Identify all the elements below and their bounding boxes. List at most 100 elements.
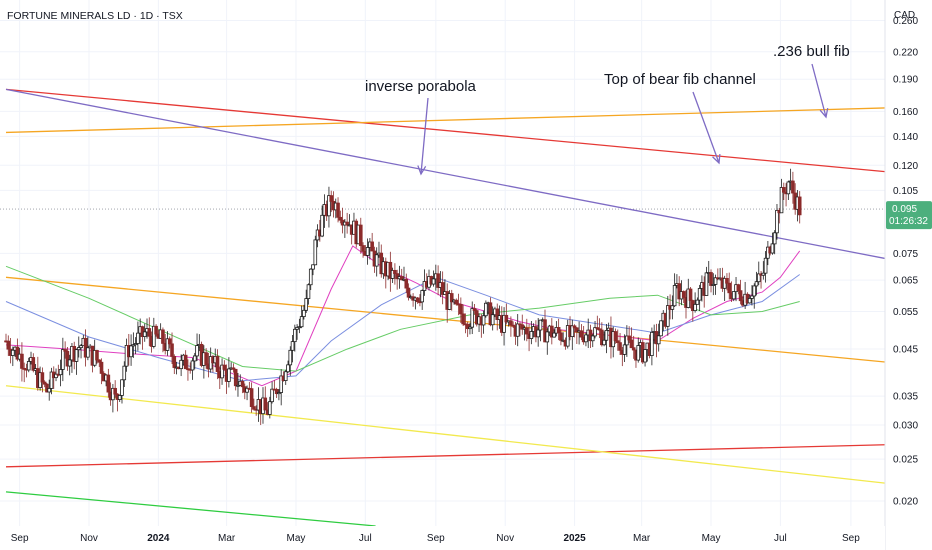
candle-body: [295, 326, 299, 330]
candle-body: [215, 355, 220, 372]
candle-body: [695, 299, 700, 305]
candle-body: [570, 325, 575, 338]
candle-body: [20, 353, 24, 369]
price-tick-label: 0.055: [893, 307, 918, 318]
candle-body: [461, 313, 465, 325]
candle-body: [636, 345, 641, 361]
candle-body: [775, 210, 779, 234]
yellow-line: [5, 385, 886, 484]
candle-body: [600, 329, 604, 346]
candle-body: [488, 302, 493, 326]
candle-body: [797, 196, 802, 216]
candle-body: [504, 314, 509, 323]
price-axis[interactable]: CAD 0.260 0.220 0.190 0.160 0.140 0.120 0.105 0…: [884, 0, 932, 550]
price-tick-label: 0.160: [893, 107, 918, 118]
candle-body: [465, 323, 470, 330]
candle-body: [74, 349, 79, 362]
time-tick-label: Jul: [774, 533, 787, 544]
annotation-inverse-parabola: inverse porabola: [365, 78, 477, 95]
candle-body: [525, 327, 529, 335]
price-tick-label: 0.190: [893, 75, 918, 86]
candle-body: [449, 293, 454, 303]
candle-body: [306, 284, 311, 299]
candle-body: [120, 379, 124, 396]
candle-body: [756, 273, 761, 283]
candle-body: [515, 323, 520, 337]
candle-body: [543, 319, 547, 343]
candle-body: [190, 360, 195, 371]
candle-body: [538, 319, 543, 331]
candle-body: [220, 364, 224, 379]
time-tick-label: 2024: [147, 533, 170, 544]
candle-body: [170, 343, 174, 357]
candle-body: [133, 343, 138, 346]
candle-body: [404, 278, 409, 289]
candle-body: [666, 305, 670, 327]
green-line: [5, 491, 376, 527]
chart-title: FORTUNE MINERALS LD · 1D · TSX: [7, 10, 183, 22]
candle-body: [390, 269, 395, 279]
time-tick-label: 2025: [563, 533, 586, 544]
candle-body: [472, 308, 477, 311]
last-price-label: 0.095: [892, 204, 917, 215]
candle-body: [736, 284, 741, 292]
candle-body: [459, 303, 463, 315]
candle-body: [618, 342, 622, 351]
currency-label: CAD: [894, 10, 915, 21]
candle-body: [643, 349, 647, 363]
purple-inverse-parabola: [5, 88, 886, 260]
candle-body: [249, 388, 254, 407]
candle-body: [593, 327, 597, 337]
candle-body: [233, 368, 238, 387]
candle-body: [711, 283, 716, 286]
candle-body: [302, 309, 306, 317]
candle-body: [481, 315, 486, 326]
candle-body: [345, 221, 349, 226]
price-tick-label: 0.220: [893, 47, 918, 58]
candle-body: [154, 325, 158, 335]
candle-body: [365, 247, 370, 256]
candle-body: [604, 329, 609, 341]
candle-body: [147, 328, 152, 337]
candle-body: [575, 327, 579, 333]
candle-body: [779, 187, 784, 214]
time-axis[interactable]: Sep Nov 2024 Mar May Jul Sep Nov 2025 Mar May Jul Se…: [0, 526, 885, 550]
candle-body: [65, 350, 70, 367]
candle-body: [183, 354, 188, 370]
candle-body: [615, 340, 620, 344]
candle-body: [320, 214, 324, 237]
candle-body: [311, 264, 315, 270]
candle-body: [304, 298, 309, 311]
candle-body: [76, 347, 81, 351]
candle-body: [122, 365, 127, 381]
candle-body: [245, 387, 249, 393]
candle-body: [192, 355, 197, 362]
candle-body: [15, 346, 20, 360]
candle-body: [31, 357, 36, 371]
time-tick-label: Sep: [842, 533, 860, 544]
candle-body: [399, 276, 404, 281]
candle-body: [227, 368, 231, 382]
candle-body: [406, 287, 411, 298]
candle-body: [520, 324, 525, 330]
candle-body: [61, 349, 65, 370]
annotations: inverse porabola Top of bear fib channel.…: [365, 43, 850, 176]
time-tick-label: May: [702, 533, 721, 544]
price-tick-label: 0.035: [893, 392, 918, 403]
candle-body: [572, 325, 577, 329]
candle-body: [270, 388, 274, 403]
candle-body: [393, 269, 397, 275]
price-tick-label: 0.075: [893, 249, 918, 260]
candle-body: [495, 308, 500, 320]
candles: [4, 168, 802, 426]
candle-body: [752, 285, 757, 297]
orange-fib-upper: [5, 107, 886, 134]
candle-body: [552, 332, 556, 338]
candle-body: [236, 384, 240, 387]
time-tick-label: Mar: [218, 533, 236, 544]
price-tick-label: 0.120: [893, 161, 918, 172]
candle-body: [536, 329, 540, 338]
candle-body: [584, 334, 588, 343]
candle-body: [54, 373, 58, 379]
